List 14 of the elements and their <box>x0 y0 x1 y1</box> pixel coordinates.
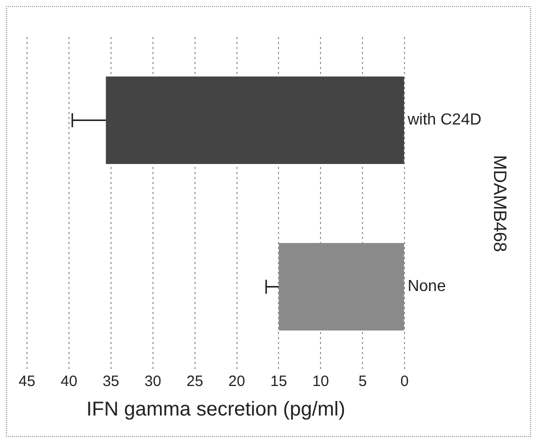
y-tick-label: None <box>408 278 446 296</box>
y-axis-title: MDAMB468 <box>490 154 510 252</box>
x-tick-label: 35 <box>102 373 120 390</box>
x-tick-label: 10 <box>312 373 330 390</box>
x-tick-label: 45 <box>18 373 36 390</box>
y-tick-label: with C24D <box>406 112 482 129</box>
x-tick-label: 15 <box>270 373 288 390</box>
x-axis-title: IFN gamma secretion (pg/ml) <box>86 398 346 421</box>
x-tick-label: 5 <box>358 373 367 390</box>
x-tick-label: 20 <box>228 373 246 390</box>
x-tick-label: 30 <box>144 373 162 390</box>
x-tick-label: 0 <box>400 373 409 390</box>
x-tick-label: 25 <box>186 373 204 390</box>
x-tick-label: 40 <box>60 373 78 390</box>
